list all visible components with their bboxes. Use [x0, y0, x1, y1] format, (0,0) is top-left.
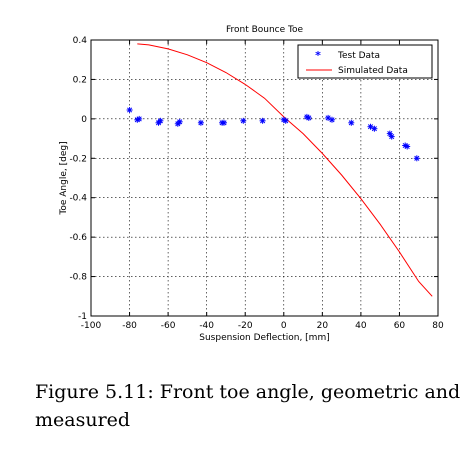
y-tick-label: -0.6 — [69, 233, 87, 243]
y-tick-label: -1 — [78, 312, 87, 322]
data-point-test-data — [348, 119, 355, 126]
data-point-test-data — [221, 119, 227, 126]
y-tick-label: -0.8 — [69, 273, 87, 283]
x-tick-label: -20 — [238, 321, 253, 331]
grid — [91, 40, 438, 316]
figure-caption: Figure 5.11: Front toe angle, geometric … — [35, 381, 461, 431]
data-point-test-data — [176, 118, 183, 125]
data-point-test-data — [388, 133, 395, 140]
chart-title: Front Bounce Toe — [226, 25, 304, 35]
data-point-test-data — [126, 107, 133, 113]
series-line-simulated-data — [137, 43, 433, 297]
data-point-test-data — [371, 125, 378, 132]
x-axis-title: Suspension Deflection, [mm] — [199, 333, 329, 343]
x-tick-label: 0 — [281, 321, 287, 331]
x-tick-label: 80 — [432, 321, 444, 331]
y-tick-label: 0 — [81, 115, 87, 125]
data-point-test-data — [329, 116, 335, 123]
data-point-test-data — [259, 117, 266, 124]
y-tick-label: 0.4 — [73, 36, 88, 46]
legend-marker-test-data: * — [315, 49, 321, 62]
series-layer — [126, 43, 433, 297]
x-tick-label: -60 — [161, 321, 176, 331]
x-tick-label: -40 — [199, 321, 214, 331]
data-point-test-data — [197, 119, 204, 126]
x-tick-label: -80 — [122, 321, 137, 331]
y-tick-label: -0.2 — [69, 154, 87, 164]
data-point-test-data — [305, 114, 312, 121]
x-tick-label: 40 — [355, 321, 367, 331]
ticks: -100 -80 -60 -40 -20 0 20 40 60 80 -1 -0.8 -0.6 -0.4 -… — [69, 36, 444, 331]
data-point-test-data — [240, 117, 247, 124]
x-tick-label: -100 — [81, 321, 102, 331]
legend-label-simulated-data: Simulated Data — [338, 66, 408, 76]
legend-label-test-data: Test Data — [337, 51, 380, 61]
y-tick-label: -0.4 — [69, 194, 87, 204]
legend: * Test Data Simulated Data — [297, 44, 433, 79]
y-axis-title: Toe Angle, [deg] — [59, 141, 69, 215]
data-point-test-data — [136, 115, 143, 122]
data-point-test-data — [157, 117, 164, 124]
y-tick-label: 0.2 — [73, 75, 87, 85]
plot-frame — [90, 39, 439, 317]
data-point-test-data — [404, 143, 411, 150]
legend-box — [297, 44, 433, 79]
x-tick-label: 60 — [394, 321, 406, 331]
data-point-test-data — [413, 155, 420, 162]
x-tick-label: 20 — [317, 321, 329, 331]
data-point-test-data — [282, 117, 289, 124]
